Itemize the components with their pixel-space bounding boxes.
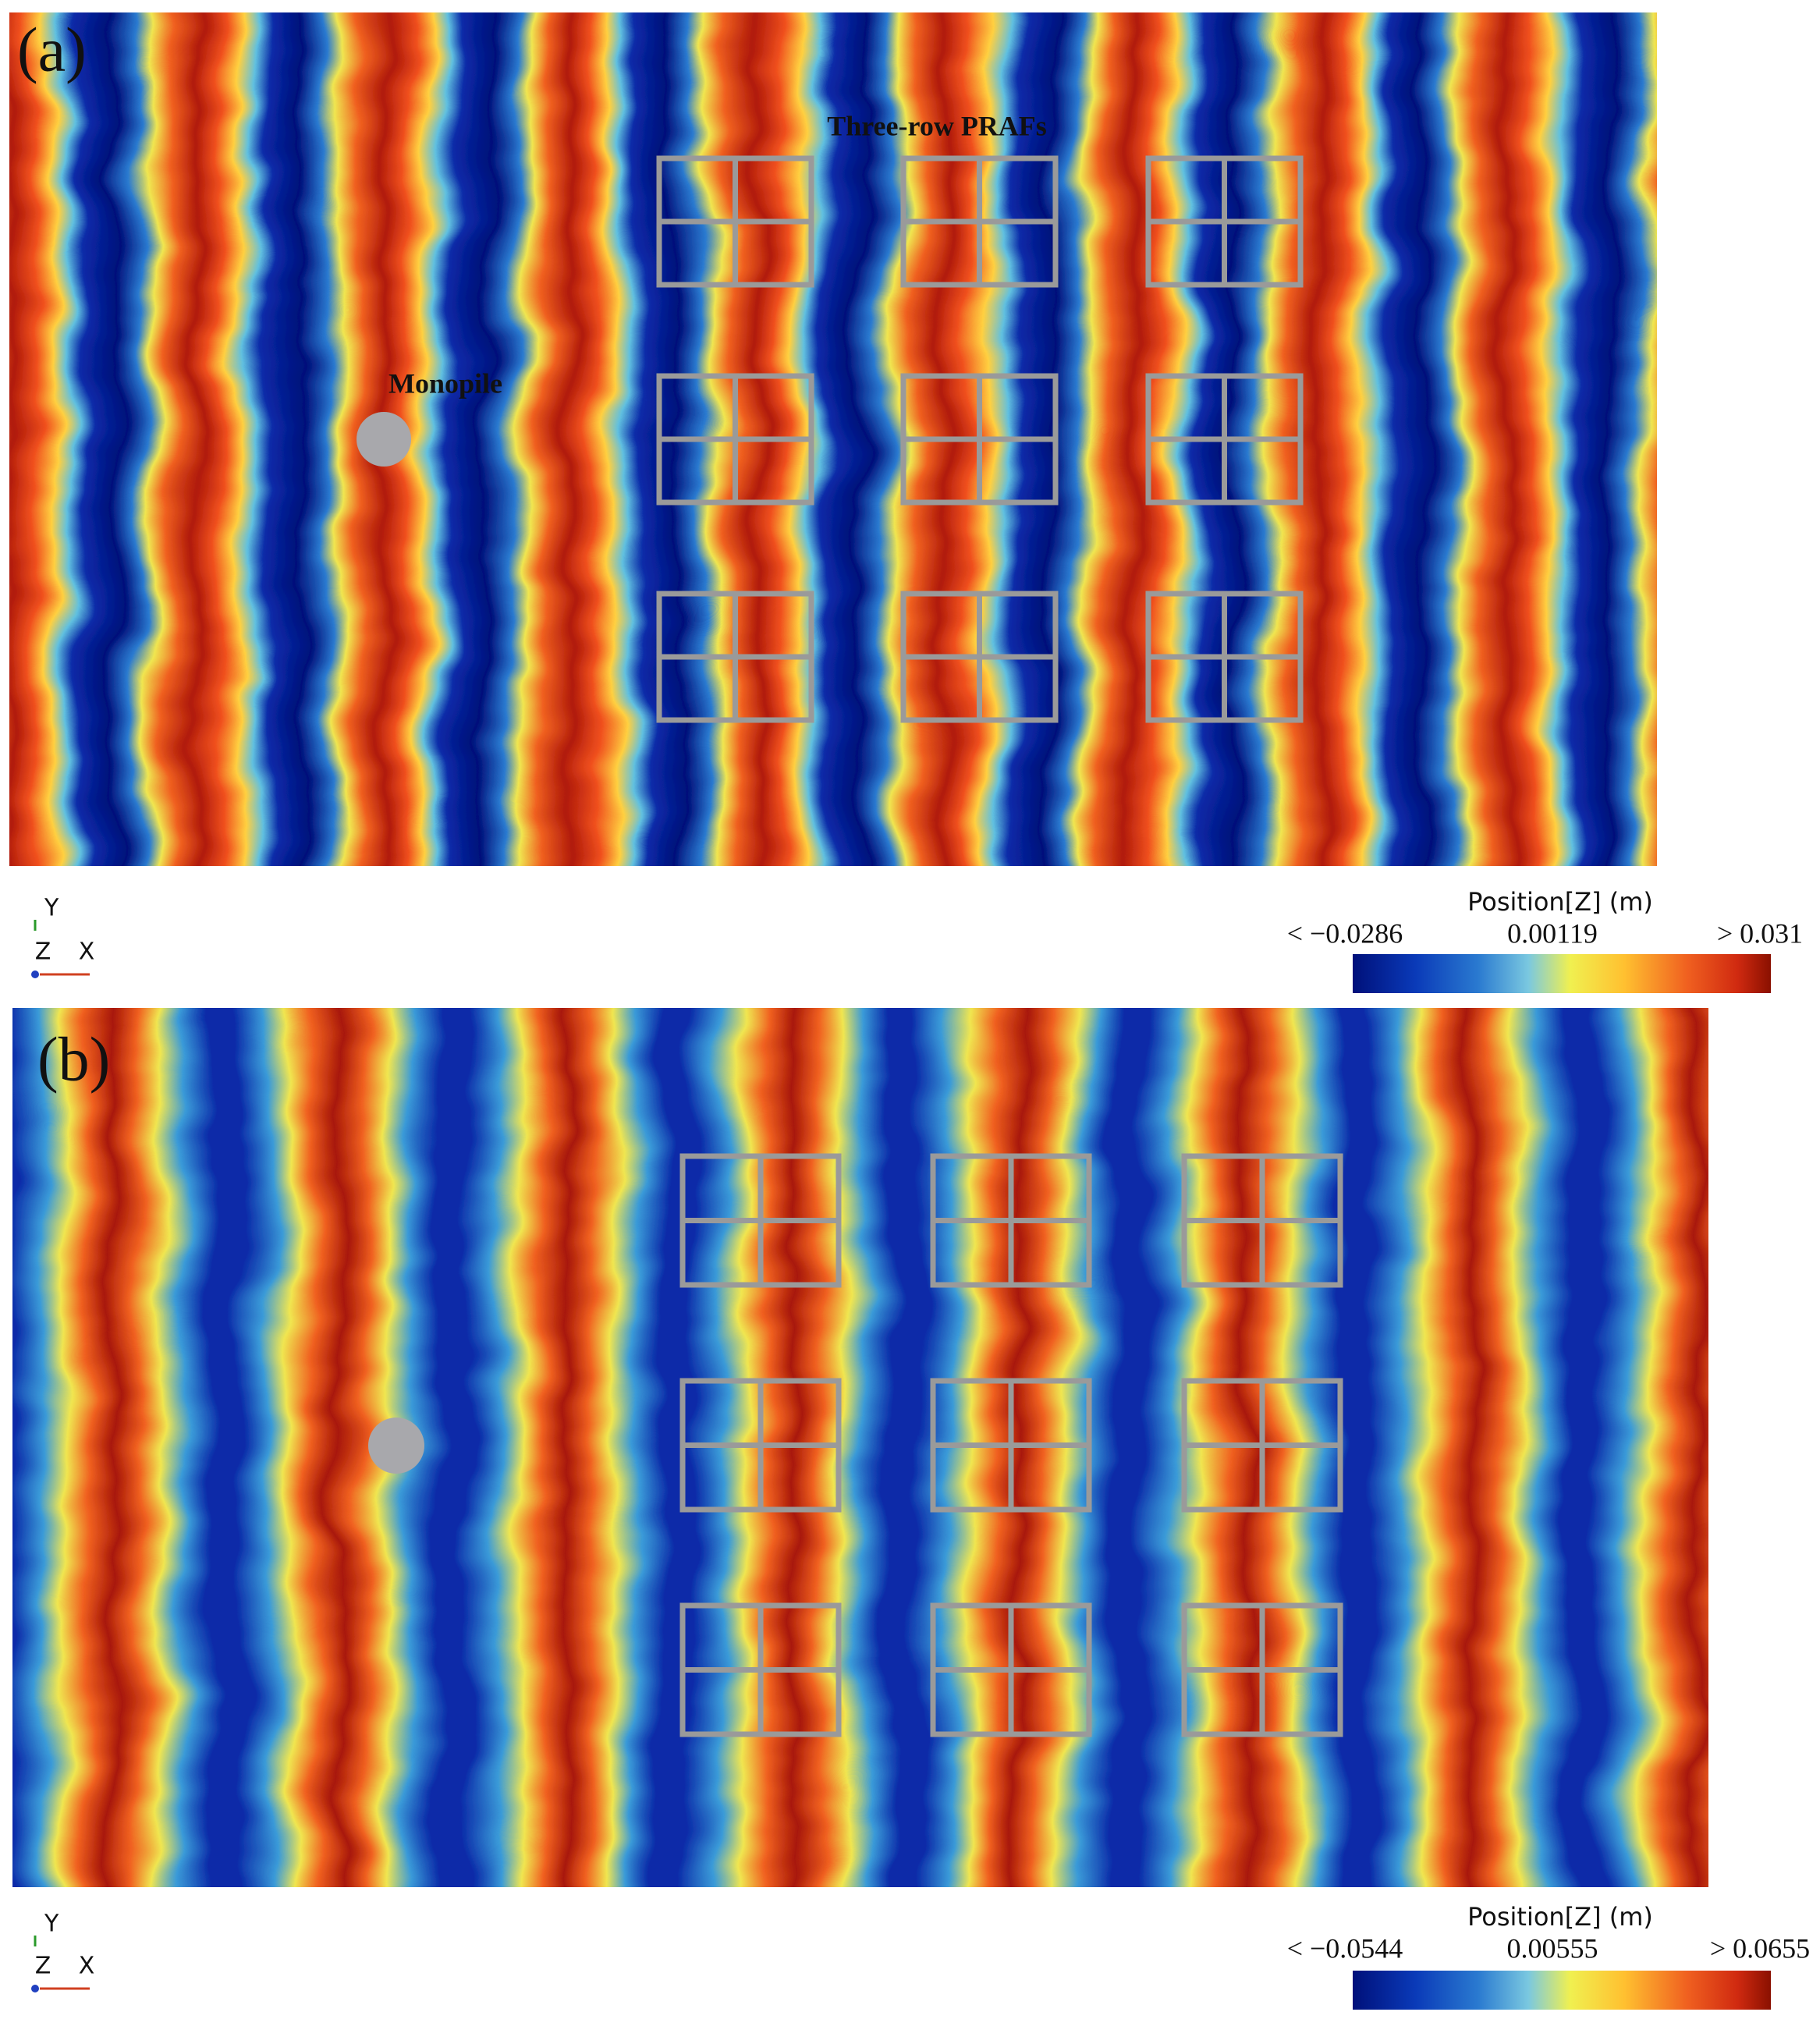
praf-frame bbox=[1181, 1153, 1343, 1288]
annotation: Monopile bbox=[388, 367, 502, 399]
panel-label: (a) bbox=[17, 16, 87, 84]
praf-frame bbox=[1145, 591, 1304, 723]
z-axis-dot bbox=[31, 1985, 39, 1992]
praf-frame bbox=[656, 373, 814, 506]
praf-frame bbox=[1181, 1378, 1343, 1513]
praf-frame bbox=[656, 591, 814, 723]
axis-y: Y bbox=[44, 895, 59, 922]
praf-frame bbox=[679, 1153, 842, 1288]
praf-frame bbox=[679, 1378, 842, 1513]
colorbar bbox=[1353, 1971, 1771, 2010]
praf-frame bbox=[900, 155, 1059, 288]
praf-frame bbox=[930, 1602, 1092, 1737]
panel: (a) Three-row PRAFs Monopile YZ X Position[Z]… bbox=[9, 12, 1803, 993]
axis-z: Z bbox=[35, 939, 51, 966]
legend-mid: 0.00555 bbox=[1507, 1932, 1598, 1964]
axis-x: X bbox=[79, 1953, 95, 1980]
wave-stripes bbox=[9, 12, 1657, 866]
legend-title: Position[Z] (m) bbox=[1467, 1902, 1653, 1932]
axis-y: Y bbox=[44, 1911, 59, 1938]
legend-min: < −0.0286 bbox=[1287, 917, 1403, 949]
monopile bbox=[357, 412, 411, 467]
praf-frame bbox=[900, 591, 1059, 723]
wave-stripes bbox=[12, 1008, 1708, 1887]
panel: (b) YZ X Position[Z] (m) < −0.0544 0.00555 > 0… bbox=[12, 1008, 1810, 2010]
axis-x: X bbox=[79, 939, 95, 966]
z-axis-dot bbox=[31, 970, 39, 978]
praf-frame bbox=[900, 373, 1059, 506]
wave-field bbox=[9, 12, 1657, 866]
legend-max: > 0.0655 bbox=[1710, 1932, 1810, 1964]
monopile bbox=[368, 1418, 424, 1474]
praf-frame bbox=[930, 1378, 1092, 1513]
legend-max: > 0.031 bbox=[1717, 917, 1803, 949]
legend-title: Position[Z] (m) bbox=[1467, 887, 1653, 917]
praf-frame bbox=[656, 155, 814, 288]
legend-min: < −0.0544 bbox=[1287, 1932, 1403, 1964]
praf-frame bbox=[1181, 1602, 1343, 1737]
praf-frame bbox=[1145, 373, 1304, 506]
panel-label: (b) bbox=[37, 1025, 110, 1094]
colorbar bbox=[1353, 954, 1771, 993]
praf-frame bbox=[1145, 155, 1304, 288]
wave-field bbox=[12, 1008, 1708, 1887]
legend-mid: 0.00119 bbox=[1507, 917, 1598, 949]
praf-frame bbox=[679, 1602, 842, 1737]
axis-z: Z bbox=[35, 1953, 51, 1980]
annotation: Three-row PRAFs bbox=[827, 110, 1047, 141]
praf-frame bbox=[930, 1153, 1092, 1288]
